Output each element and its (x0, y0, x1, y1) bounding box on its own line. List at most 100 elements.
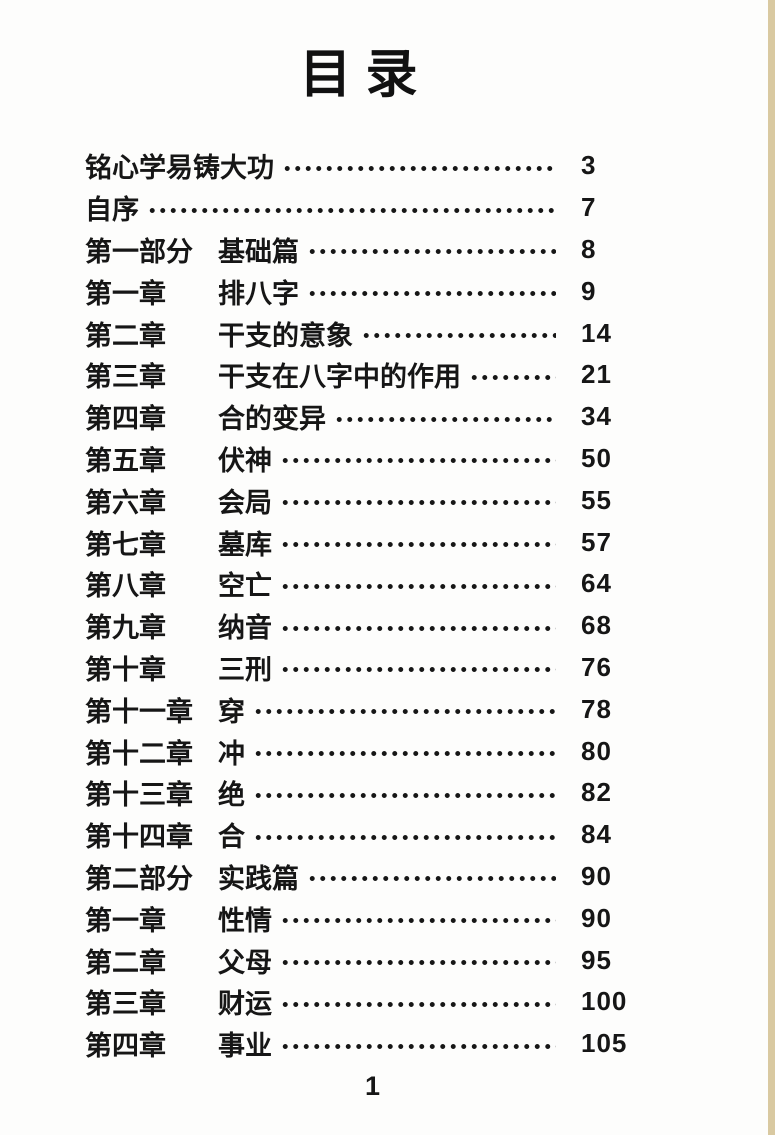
dot-leader (280, 939, 556, 981)
toc-entry-label: 第十一章 (85, 696, 193, 727)
toc-entry-page-number: 68 (581, 610, 612, 641)
toc-entry-label: 第九章 (85, 613, 166, 644)
dot-leader (280, 897, 556, 940)
dot-leader (280, 562, 556, 605)
dot-leader (280, 646, 556, 689)
toc-entry-page-number: 90 (581, 860, 612, 891)
toc-entry-label: 第二章 (85, 320, 166, 351)
toc-row: 第十一章穿 78 (85, 688, 633, 731)
toc-entry-page-number: 3 (581, 150, 597, 181)
table-of-contents: 铭心学易铸大功 3 自序 7 第一部分 基础篇 8 第一章 排八字 9 第二章 干支的意象 14 第三章 干… (85, 145, 633, 1065)
toc-entry-title: 干支在八字中的作用 (218, 362, 461, 393)
toc-entry-label: 第二章 (85, 947, 166, 978)
dot-leader (253, 730, 556, 772)
toc-entry-page-number: 76 (581, 651, 612, 682)
dot-leader (280, 604, 556, 647)
dot-leader (280, 479, 556, 522)
toc-row: 第五章 伏神 50 (85, 437, 633, 480)
toc-entry-label: 第一章 (85, 905, 166, 936)
toc-entry-title: 排八字 (218, 278, 299, 309)
toc-entry-label: 第七章 (85, 529, 166, 560)
toc-entry-label: 第三章 (85, 362, 166, 393)
toc-entry-title: 伏神 (218, 445, 272, 476)
toc-entry-page-number: 95 (581, 944, 612, 975)
toc-entry-title: 基础篇 (218, 236, 299, 267)
toc-entry-label: 第六章 (85, 487, 166, 518)
toc-entry-label: 第八章 (85, 571, 166, 602)
toc-entry-title: 纳音 (218, 613, 272, 644)
toc-row: 自序 7 (85, 186, 633, 229)
toc-row: 第八章 空亡 64 (85, 562, 633, 605)
toc-entry-page-number: 64 (581, 568, 612, 599)
toc-entry-label: 第十章 (85, 654, 166, 685)
toc-entry-page-number: 8 (581, 233, 597, 264)
toc-row: 第三章 财运 100 (85, 980, 633, 1023)
toc-row: 铭心学易铸大功 3 (85, 145, 633, 187)
toc-entry-title: 实践篇 (218, 863, 299, 894)
toc-entry-label: 第一章 (85, 278, 166, 309)
scan-edge-line (768, 0, 775, 1135)
toc-entry-title: 财运 (218, 989, 272, 1020)
toc-entry-page-number: 80 (581, 735, 612, 766)
toc-row: 第六章 会局 55 (85, 479, 633, 522)
toc-entry-page-number: 82 (581, 777, 612, 808)
dot-leader (280, 1022, 556, 1065)
dot-leader (307, 855, 556, 898)
toc-entry-label: 第十四章 (85, 822, 193, 853)
toc-row: 第二章 干支的意象 14 (85, 312, 633, 354)
toc-entry-title: 三刑 (218, 654, 272, 685)
toc-entry-page-number: 21 (581, 359, 612, 390)
toc-entry-label: 铭心学易铸大功 (85, 153, 274, 184)
toc-row: 第二章 父母 95 (85, 939, 633, 981)
toc-entry-page-number: 50 (581, 442, 612, 473)
dot-leader (334, 395, 556, 438)
dot-leader (469, 353, 556, 396)
toc-row: 第十三章绝 82 (85, 771, 633, 814)
dot-leader (280, 980, 556, 1023)
toc-entry-page-number: 34 (581, 401, 612, 432)
toc-row: 第一部分 基础篇 8 (85, 228, 633, 271)
toc-row: 第二部分 实践篇 90 (85, 855, 633, 898)
toc-entry-page-number: 90 (581, 902, 612, 933)
toc-row: 第十二章冲 80 (85, 730, 633, 772)
dot-leader (147, 186, 556, 229)
dot-leader (282, 145, 556, 187)
toc-entry-label: 第四章 (85, 1031, 166, 1062)
toc-row: 第四章 合的变异 34 (85, 395, 633, 438)
toc-entry-label: 第四章 (85, 404, 166, 435)
toc-entry-title: 合的变异 (218, 404, 326, 435)
toc-entry-title: 会局 (218, 487, 272, 518)
toc-entry-page-number: 57 (581, 526, 612, 557)
toc-entry-page-number: 55 (581, 484, 612, 515)
toc-entry-title: 空亡 (218, 571, 272, 602)
toc-entry-page-number: 84 (581, 819, 612, 850)
toc-entry-title: 父母 (218, 947, 272, 978)
toc-row: 第七章 墓库 57 (85, 521, 633, 563)
toc-entry-title: 合 (218, 822, 245, 853)
toc-entry-label: 自序 (85, 195, 139, 226)
toc-entry-page-number: 105 (581, 1028, 628, 1059)
toc-row: 第一章 排八字 9 (85, 270, 633, 313)
dot-leader (253, 813, 556, 856)
toc-row: 第一章 性情 90 (85, 897, 633, 940)
toc-entry-title: 穿 (218, 696, 245, 727)
toc-row: 第四章 事业 105 (85, 1022, 633, 1065)
toc-entry-label: 第五章 (85, 445, 166, 476)
toc-row: 第十章 三刑 76 (85, 646, 633, 689)
toc-entry-label: 第一部分 (85, 236, 193, 267)
toc-entry-title: 冲 (218, 738, 245, 769)
dot-leader (361, 312, 556, 354)
toc-entry-page-number: 7 (581, 192, 597, 223)
dot-leader (280, 521, 556, 563)
toc-entry-title: 绝 (218, 780, 245, 811)
toc-entry-title: 墓库 (218, 529, 272, 560)
toc-entry-label: 第三章 (85, 989, 166, 1020)
toc-entry-title: 性情 (218, 905, 272, 936)
toc-row: 第九章 纳音 68 (85, 604, 633, 647)
toc-entry-page-number: 14 (581, 317, 612, 348)
page-title: 目录 (299, 46, 432, 104)
toc-entry-label: 第二部分 (85, 863, 193, 894)
dot-leader (253, 688, 556, 731)
dot-leader (307, 228, 556, 271)
page-number-footer: 1 (364, 1071, 381, 1101)
